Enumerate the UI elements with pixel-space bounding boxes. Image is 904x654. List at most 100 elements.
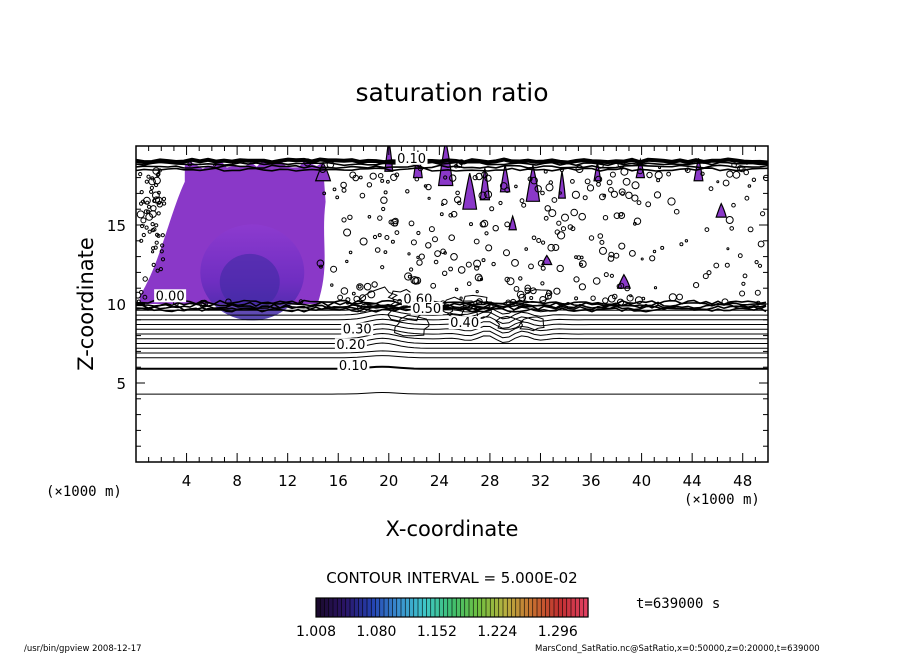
colorbar-cell	[362, 597, 368, 618]
contour-line	[136, 167, 768, 172]
colorbar-cell	[553, 597, 559, 618]
x-tick-label: 44	[683, 472, 702, 490]
contour-speck	[154, 223, 159, 228]
contour-speck	[741, 281, 746, 286]
contour-speck	[138, 172, 143, 177]
colorbar-tick-label: 1.224	[477, 624, 517, 640]
contour-speck	[383, 250, 388, 255]
contour-speck	[417, 165, 424, 172]
contour-speck	[641, 296, 646, 301]
colorbar-cell	[506, 597, 513, 618]
colorbar-cell	[336, 597, 343, 618]
contour-line	[136, 157, 768, 165]
y-axis-label: Z-coordinate	[74, 237, 98, 371]
contour-speck	[140, 223, 145, 229]
contour-speck	[213, 163, 217, 167]
colorbar-cell	[464, 597, 470, 618]
contour-speck	[575, 165, 584, 173]
contour-speck	[721, 298, 729, 306]
footer-source: MarsCond_SatRatio.nc@SatRatio,x=0:50000,…	[535, 644, 820, 654]
contour-speck	[318, 264, 323, 269]
contour-speck	[489, 206, 495, 212]
contour-line	[356, 303, 373, 313]
contour-speck	[747, 226, 754, 233]
colorbar-cell	[523, 597, 530, 618]
x-tick-label: 28	[480, 472, 499, 490]
colorbar-cell	[358, 597, 364, 618]
contour-speck	[443, 175, 448, 180]
contour-speck	[374, 247, 381, 253]
contour-speck	[599, 239, 605, 245]
contour-speck	[582, 195, 588, 201]
contour-speck	[726, 247, 730, 251]
contour-speck	[739, 290, 746, 297]
x-tick-label: 36	[581, 472, 600, 490]
colorbar-cell	[396, 597, 402, 618]
contour-speck	[225, 298, 232, 305]
contour-speck	[187, 161, 193, 167]
y-tick-label: 15	[107, 217, 126, 235]
contour-speck	[608, 187, 614, 193]
contour-speck	[141, 232, 146, 238]
contour-speck	[383, 190, 388, 195]
contour-speck	[547, 243, 556, 252]
contour-speck	[161, 196, 167, 201]
contour-speck	[476, 298, 483, 306]
colorbar-cell	[370, 597, 377, 618]
contour-speck	[474, 273, 483, 282]
contour-speck	[347, 214, 353, 221]
contour-speck	[407, 252, 411, 256]
saturated-streak	[508, 214, 518, 231]
contour-speck	[511, 259, 519, 267]
colorbar-cell	[366, 597, 372, 618]
colorbar-tick-label: 1.080	[356, 624, 396, 640]
contour-speck	[136, 291, 142, 299]
contour-speck	[558, 191, 562, 195]
contour-speck	[529, 287, 537, 295]
contour-speck	[679, 242, 684, 247]
saturated-streak	[437, 146, 454, 187]
contour-speck	[418, 253, 425, 260]
contour-speck	[629, 250, 636, 257]
contour-speck	[413, 276, 422, 285]
contour-speck	[540, 281, 545, 286]
contour-speck	[303, 158, 312, 167]
contour-speck	[744, 195, 750, 201]
contour-line	[136, 303, 767, 310]
contour-speck	[586, 184, 595, 192]
contour-speck	[602, 297, 609, 304]
colorbar-cell	[519, 597, 525, 618]
contour-speck	[597, 233, 604, 239]
contour-speck	[649, 255, 656, 262]
contour-speck	[531, 235, 537, 241]
contour-speck	[757, 240, 765, 248]
contour-speck	[573, 276, 580, 283]
contour-speck	[479, 221, 486, 228]
x-tick-label: 16	[329, 472, 348, 490]
contour-speck	[450, 210, 458, 218]
contour-speck	[726, 170, 734, 178]
contour-speck	[551, 197, 558, 203]
contour-speck	[578, 212, 587, 221]
colorbar-cell	[549, 597, 555, 618]
contour-speck	[654, 171, 663, 180]
colorbar-cell	[400, 597, 406, 618]
y-tick-label: 10	[107, 296, 126, 314]
colorbar-cell	[443, 597, 449, 618]
contour-speck	[484, 174, 492, 182]
contour-speck	[441, 198, 448, 205]
contour-speck	[524, 247, 529, 251]
x-tick-label: 4	[182, 472, 192, 490]
contour-speck	[653, 191, 662, 199]
contour-speck	[414, 176, 420, 182]
contour-speck	[567, 224, 574, 230]
contour-label: 0.30	[343, 322, 372, 337]
contour-speck	[484, 190, 493, 199]
colorbar-tick-label: 1.296	[538, 624, 578, 640]
contour-speck	[653, 286, 658, 290]
contour-speck	[394, 172, 400, 178]
contour-speck	[140, 217, 147, 224]
colorbar-cell	[387, 597, 394, 618]
contour-line	[136, 301, 767, 308]
